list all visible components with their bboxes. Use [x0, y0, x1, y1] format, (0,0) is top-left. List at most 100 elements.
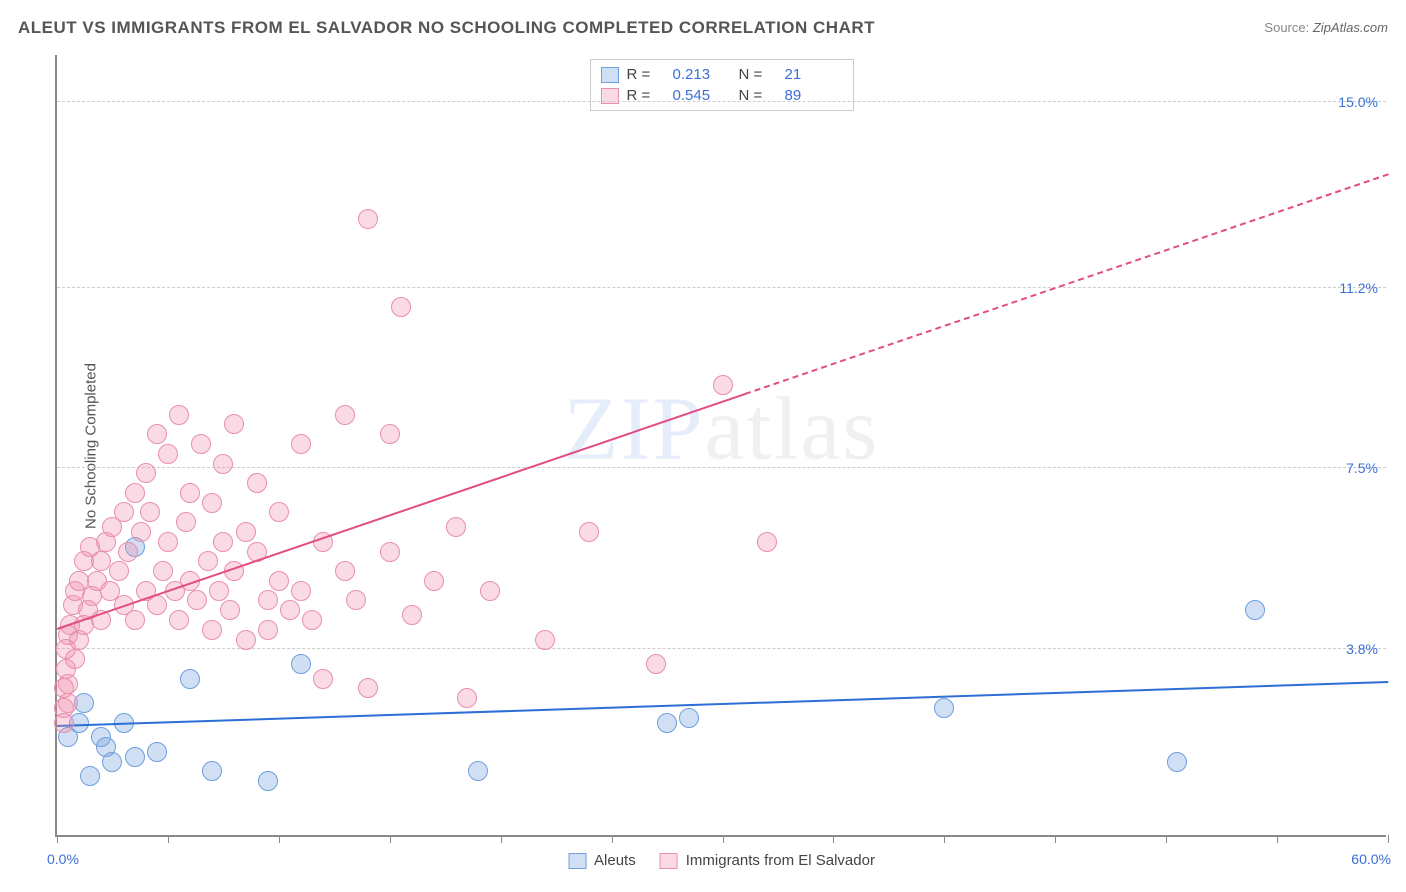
swatch-elsalvador — [660, 853, 678, 869]
gridline — [57, 101, 1386, 102]
legend-stats-row-elsalvador: R =0.545N =89 — [601, 85, 843, 106]
x-tick — [168, 835, 169, 843]
watermark-sub: atlas — [705, 380, 880, 479]
n-label: N = — [739, 66, 777, 83]
data-point-elsalvador — [313, 669, 333, 689]
data-point-aleuts — [1245, 600, 1265, 620]
chart-title: ALEUT VS IMMIGRANTS FROM EL SALVADOR NO … — [18, 18, 875, 38]
data-point-elsalvador — [118, 542, 138, 562]
trend-line-aleuts — [57, 681, 1388, 727]
data-point-elsalvador — [457, 688, 477, 708]
data-point-elsalvador — [140, 502, 160, 522]
x-tick — [1166, 835, 1167, 843]
gridline — [57, 287, 1386, 288]
data-point-elsalvador — [258, 620, 278, 640]
series-label: Immigrants from El Salvador — [686, 852, 875, 869]
legend-item-aleuts: Aleuts — [568, 852, 636, 869]
data-point-elsalvador — [713, 375, 733, 395]
trend-line-elsalvador-dash — [744, 173, 1388, 395]
x-tick — [723, 835, 724, 843]
data-point-elsalvador — [65, 649, 85, 669]
data-point-elsalvador — [202, 493, 222, 513]
data-point-elsalvador — [335, 405, 355, 425]
data-point-aleuts — [291, 654, 311, 674]
data-point-aleuts — [258, 771, 278, 791]
x-tick — [501, 835, 502, 843]
series-label: Aleuts — [594, 852, 636, 869]
swatch-aleuts — [601, 67, 619, 83]
legend-series: Aleuts Immigrants from El Salvador — [568, 852, 875, 869]
data-point-elsalvador — [147, 424, 167, 444]
x-tick — [390, 835, 391, 843]
data-point-elsalvador — [125, 610, 145, 630]
data-point-elsalvador — [213, 532, 233, 552]
data-point-elsalvador — [209, 581, 229, 601]
data-point-elsalvador — [202, 620, 222, 640]
watermark-main: ZIP — [564, 380, 705, 479]
x-tick — [1055, 835, 1056, 843]
data-point-elsalvador — [169, 405, 189, 425]
gridline — [57, 467, 1386, 468]
data-point-elsalvador — [236, 522, 256, 542]
x-tick — [612, 835, 613, 843]
data-point-elsalvador — [358, 209, 378, 229]
legend-stats-row-aleuts: R = 0.213 N = 21 — [601, 64, 843, 85]
r-label: R = — [627, 66, 665, 83]
data-point-elsalvador — [158, 532, 178, 552]
data-point-aleuts — [657, 713, 677, 733]
data-point-elsalvador — [125, 483, 145, 503]
data-point-elsalvador — [224, 414, 244, 434]
data-point-elsalvador — [114, 502, 134, 522]
data-point-aleuts — [202, 761, 222, 781]
data-point-elsalvador — [269, 571, 289, 591]
data-point-aleuts — [180, 669, 200, 689]
data-point-elsalvador — [424, 571, 444, 591]
data-point-aleuts — [125, 747, 145, 767]
data-point-elsalvador — [109, 561, 129, 581]
data-point-aleuts — [468, 761, 488, 781]
data-point-elsalvador — [280, 600, 300, 620]
data-point-elsalvador — [579, 522, 599, 542]
data-point-elsalvador — [131, 522, 151, 542]
data-point-elsalvador — [153, 561, 173, 581]
r-value: 0.213 — [673, 66, 731, 83]
y-tick-label: 7.5% — [1346, 460, 1378, 476]
data-point-elsalvador — [213, 454, 233, 474]
data-point-elsalvador — [346, 590, 366, 610]
data-point-elsalvador — [391, 297, 411, 317]
data-point-elsalvador — [480, 581, 500, 601]
legend-item-elsalvador: Immigrants from El Salvador — [660, 852, 875, 869]
data-point-elsalvador — [180, 483, 200, 503]
data-point-elsalvador — [191, 434, 211, 454]
source-label: Source: — [1264, 20, 1309, 35]
x-tick — [279, 835, 280, 843]
data-point-elsalvador — [358, 678, 378, 698]
data-point-elsalvador — [58, 674, 78, 694]
x-tick — [944, 835, 945, 843]
data-point-elsalvador — [402, 605, 422, 625]
data-point-aleuts — [147, 742, 167, 762]
data-point-elsalvador — [269, 502, 289, 522]
data-point-elsalvador — [380, 542, 400, 562]
x-tick — [57, 835, 58, 843]
data-point-elsalvador — [198, 551, 218, 571]
legend-stats: R = 0.213 N = 21 R =0.545N =89 — [590, 59, 854, 111]
data-point-elsalvador — [302, 610, 322, 630]
y-tick-label: 15.0% — [1338, 94, 1378, 110]
n-value: 21 — [785, 66, 843, 83]
data-point-elsalvador — [757, 532, 777, 552]
data-point-elsalvador — [169, 610, 189, 630]
data-point-elsalvador — [158, 444, 178, 464]
data-point-elsalvador — [291, 581, 311, 601]
data-point-elsalvador — [446, 517, 466, 537]
source-value: ZipAtlas.com — [1313, 20, 1388, 35]
x-axis-min-label: 0.0% — [47, 851, 79, 867]
x-tick — [1277, 835, 1278, 843]
data-point-elsalvador — [220, 600, 240, 620]
data-point-elsalvador — [247, 473, 267, 493]
correlation-chart: ALEUT VS IMMIGRANTS FROM EL SALVADOR NO … — [0, 0, 1406, 892]
data-point-elsalvador — [535, 630, 555, 650]
data-point-elsalvador — [335, 561, 355, 581]
data-point-aleuts — [934, 698, 954, 718]
data-point-elsalvador — [136, 463, 156, 483]
